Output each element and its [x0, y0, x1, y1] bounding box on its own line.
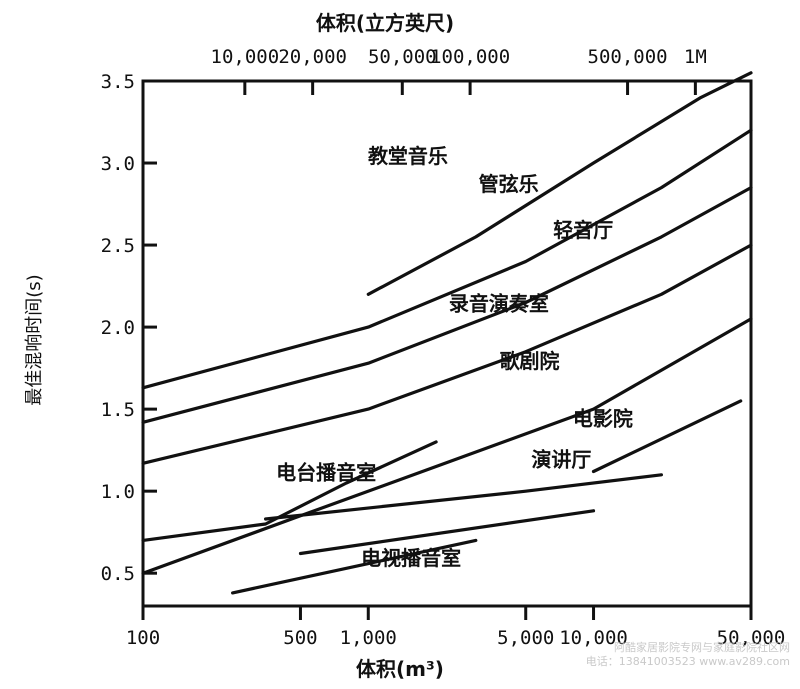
series-line-5	[141, 317, 753, 575]
top-tick-label: 500,000	[588, 46, 668, 68]
x-tick-label: 100	[126, 627, 160, 649]
curve-label: 演讲厅	[531, 448, 591, 472]
curve-label: 电台播音室	[276, 461, 376, 485]
curve-label: 轻音厅	[553, 218, 613, 242]
series-lines	[141, 71, 753, 595]
x-axis-ticks: 100 500 1,000 5,000 10,000 50,000	[126, 606, 785, 649]
x-axis-title: 体积(m³)	[356, 657, 444, 681]
top-tick-label: 50,000	[368, 46, 437, 68]
top-tick-label: 10,000	[211, 46, 280, 68]
series-line-3	[141, 186, 753, 424]
top-tick-label: 1M	[684, 46, 707, 68]
y-tick-label: 1.0	[101, 481, 135, 503]
series-line-1	[366, 71, 753, 296]
series-line-9	[298, 509, 596, 556]
top-axis-title: 体积(立方英尺)	[316, 11, 454, 35]
series-line-2	[141, 128, 753, 390]
watermark-line-1: 阿酷家居影院专网与家庭影院社区网	[614, 640, 790, 654]
curve-label: 电视播音室	[361, 546, 461, 570]
y-tick-label: 1.5	[101, 399, 135, 421]
series-line-7	[141, 440, 438, 542]
x-tick-label: 1,000	[340, 627, 397, 649]
series-line-6	[591, 399, 743, 474]
curve-label: 教堂音乐	[368, 144, 448, 168]
y-tick-label: 2.0	[101, 317, 135, 339]
x-tick-label: 5,000	[497, 627, 554, 649]
x-tick-label: 50,000	[717, 627, 786, 649]
plot-frame	[141, 79, 753, 608]
y-tick-label: 3.0	[101, 153, 135, 175]
top-tick-label: 100,000	[430, 46, 510, 68]
curve-label: 录音演奏室	[449, 292, 549, 316]
series-line-4	[141, 243, 753, 465]
watermark-line-2: 电话：13841003523 www.av289.com	[586, 655, 790, 668]
y-tick-label: 3.5	[101, 71, 135, 93]
y-tick-label: 0.5	[101, 563, 135, 585]
x-tick-label: 10,000	[559, 627, 628, 649]
curve-label: 歌剧院	[500, 349, 560, 373]
y-tick-label: 2.5	[101, 235, 135, 257]
top-tick-label: 20,000	[278, 46, 347, 68]
curve-label: 电影院	[573, 407, 633, 431]
series-line-8	[264, 473, 663, 521]
curve-label: 管弦乐	[479, 172, 539, 196]
x-tick-label: 500	[283, 627, 317, 649]
series-line-10	[231, 538, 478, 595]
y-axis-title: 最佳混响时间(s)	[24, 274, 45, 405]
y-axis-ticks: 0.5 1.0 1.5 2.0 2.5 3.0 3.5	[101, 71, 157, 585]
